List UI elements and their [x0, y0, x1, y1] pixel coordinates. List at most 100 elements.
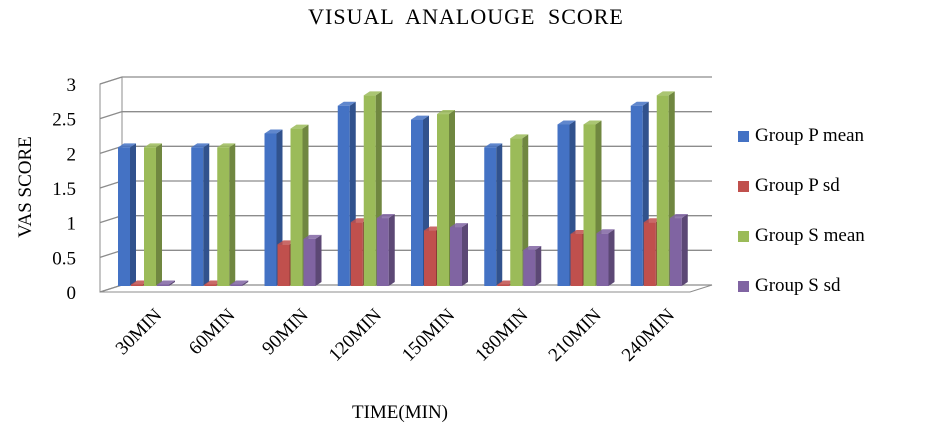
bars — [118, 91, 688, 286]
bar-side — [681, 214, 688, 286]
y-axis-label: VAS SCORE — [15, 136, 36, 238]
bar-group-s-sd — [230, 280, 249, 286]
y-tick-label: 1 — [67, 214, 77, 235]
bar-top — [437, 110, 455, 115]
bar-front — [484, 147, 497, 286]
legend-label: Group P mean — [755, 125, 865, 146]
bar-group-s-mean — [510, 134, 529, 286]
bar-front — [570, 234, 583, 286]
bar-side — [130, 143, 136, 286]
legend-item: Group S mean — [738, 224, 865, 248]
bar-top — [157, 280, 175, 285]
bar-group-p-mean — [118, 143, 136, 286]
x-tick-label: 90MIN — [258, 304, 313, 359]
bar-group-p-mean — [630, 101, 649, 286]
bar-top — [230, 280, 249, 285]
bar-top — [510, 134, 529, 139]
bar-top — [630, 101, 649, 106]
bar-top — [376, 214, 395, 219]
legend-label: Group P sd — [755, 175, 840, 196]
bar-top — [303, 234, 322, 239]
gridline-side — [99, 284, 123, 293]
x-tick-label: 60MIN — [185, 304, 240, 359]
gridline-side — [99, 111, 123, 120]
bar-group-p-mean — [484, 143, 503, 286]
bar-top — [450, 223, 468, 228]
bar-side — [496, 143, 503, 286]
legend-item: Group S sd — [738, 274, 841, 298]
floor — [99, 284, 713, 293]
bar-top — [191, 143, 210, 148]
chart-title: VISUAL ANALOUGE SCORE — [308, 4, 624, 29]
bar-front — [630, 105, 643, 286]
bar-front — [303, 238, 316, 286]
bar-top — [337, 101, 356, 106]
bar-front — [144, 147, 156, 286]
bar-front — [596, 233, 609, 286]
bar-top — [144, 143, 162, 148]
y-tick-label: 0 — [67, 283, 77, 304]
bar-front — [557, 124, 570, 286]
x-axis-label: TIME(MIN) — [352, 402, 448, 423]
bar-group-p-mean — [191, 143, 210, 286]
bar-top — [669, 214, 688, 219]
bar-side — [535, 245, 542, 286]
bar-group-s-sd — [450, 223, 468, 286]
bar-side — [462, 223, 468, 286]
bar-front — [337, 105, 350, 286]
bar-front — [230, 284, 243, 286]
x-tick-label: 30MIN — [112, 304, 167, 359]
legend-swatch — [738, 180, 749, 192]
bar-group-s-sd — [157, 280, 175, 286]
y-tick-label: 2 — [67, 144, 77, 165]
bar-front — [497, 284, 510, 286]
legend-swatch — [738, 130, 749, 142]
bar-top — [583, 120, 602, 125]
bar-front — [290, 128, 303, 286]
bar-front — [191, 147, 204, 286]
legend-swatch — [738, 230, 749, 242]
bar-top — [118, 143, 136, 148]
bar-top — [596, 229, 615, 234]
bar-front — [656, 95, 669, 286]
bar-group-s-sd — [303, 234, 322, 286]
bar-group-s-mean — [217, 143, 236, 286]
bar-top — [217, 143, 236, 148]
bar-front — [523, 249, 536, 286]
bar-top — [523, 245, 542, 250]
bar-side — [388, 214, 395, 286]
bar-side — [315, 234, 322, 286]
bar-front — [450, 227, 462, 286]
legend-label: Group S mean — [755, 225, 865, 246]
x-axis-ticks: 30MIN 60MIN 90MIN 120MIN 150MIN 180MIN 210MIN 2… — [112, 304, 679, 365]
legend-label: Group S sd — [755, 275, 841, 296]
bar-front — [264, 133, 277, 286]
bar-front — [350, 222, 363, 286]
bar-top — [290, 124, 309, 129]
bar-top — [264, 129, 283, 134]
bar-group-s-sd — [523, 245, 542, 286]
bar-side — [242, 280, 249, 286]
bar-front — [118, 147, 130, 286]
gridline-side — [99, 76, 123, 85]
bar-group-s-sd — [669, 214, 688, 286]
bar-side — [156, 143, 162, 286]
bar-front — [669, 218, 682, 286]
y-tick-label: 2.5 — [52, 110, 76, 131]
bar-front — [217, 147, 230, 286]
bar-front — [157, 284, 169, 286]
bar-front — [376, 218, 389, 286]
x-tick-label: 180MIN — [471, 304, 532, 365]
bar-side — [229, 143, 236, 286]
bar-top — [363, 91, 382, 96]
bar-group-s-sd — [376, 214, 395, 286]
y-axis-ticks: 0 0.5 1 1.5 2 2.5 3 — [52, 75, 76, 304]
y-tick-label: 3 — [67, 75, 77, 96]
bar-front — [277, 244, 290, 286]
y-tick-label: 0.5 — [52, 248, 76, 269]
bar-top — [656, 91, 675, 96]
bar-front — [204, 284, 217, 286]
bar-front — [510, 138, 523, 286]
y-tick-label: 1.5 — [52, 179, 76, 200]
